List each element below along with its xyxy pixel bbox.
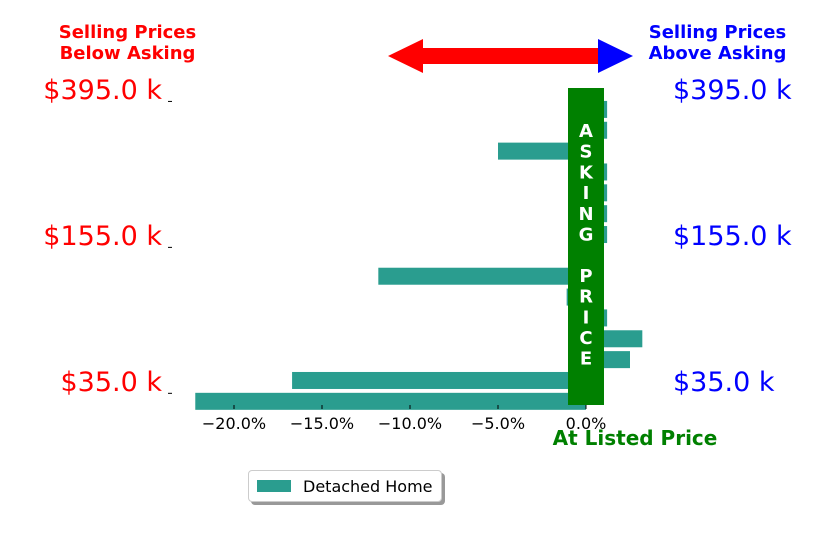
bar <box>498 142 586 160</box>
y-ticks-left <box>168 100 172 394</box>
below-asking-line1: Selling Prices <box>58 22 197 43</box>
y-label-left-bottom: $35.0 k <box>60 367 162 398</box>
y-label-right-bottom: $35.0 k <box>673 367 775 398</box>
y-label-right-top: $395.0 k <box>673 75 792 106</box>
x-tick-label: −15.0% <box>290 414 354 433</box>
double-arrow-icon <box>388 39 633 73</box>
y-label-right-mid: $155.0 k <box>673 221 792 252</box>
x-tick-label: −10.0% <box>378 414 442 433</box>
right-arrow-icon <box>598 39 633 73</box>
at-listed-price-label: At Listed Price <box>552 426 718 450</box>
x-axis: −20.0% −15.0% −10.0% −5.0% 0.0% <box>202 405 606 433</box>
legend-label: Detached Home <box>303 476 433 496</box>
x-tick-label: 0.0% <box>566 414 607 433</box>
bar <box>378 267 586 285</box>
asking-price-bar <box>568 88 604 405</box>
below-asking-header: Selling Prices Below Asking <box>40 22 215 64</box>
y-label-left-top: $395.0 k <box>43 75 162 106</box>
legend: Detached Home <box>248 470 442 502</box>
bar <box>292 371 586 389</box>
above-asking-line1: Selling Prices <box>648 22 787 43</box>
bar <box>195 392 586 410</box>
y-label-left-mid: $155.0 k <box>43 221 162 252</box>
x-tick-label: −5.0% <box>471 414 525 433</box>
above-asking-line2: Above Asking <box>648 43 787 64</box>
left-arrow-icon <box>388 39 598 73</box>
legend-swatch <box>257 480 291 492</box>
x-tick-label: −20.0% <box>202 414 266 433</box>
above-asking-header: Selling Prices Above Asking <box>630 22 805 64</box>
below-asking-line2: Below Asking <box>59 43 196 64</box>
